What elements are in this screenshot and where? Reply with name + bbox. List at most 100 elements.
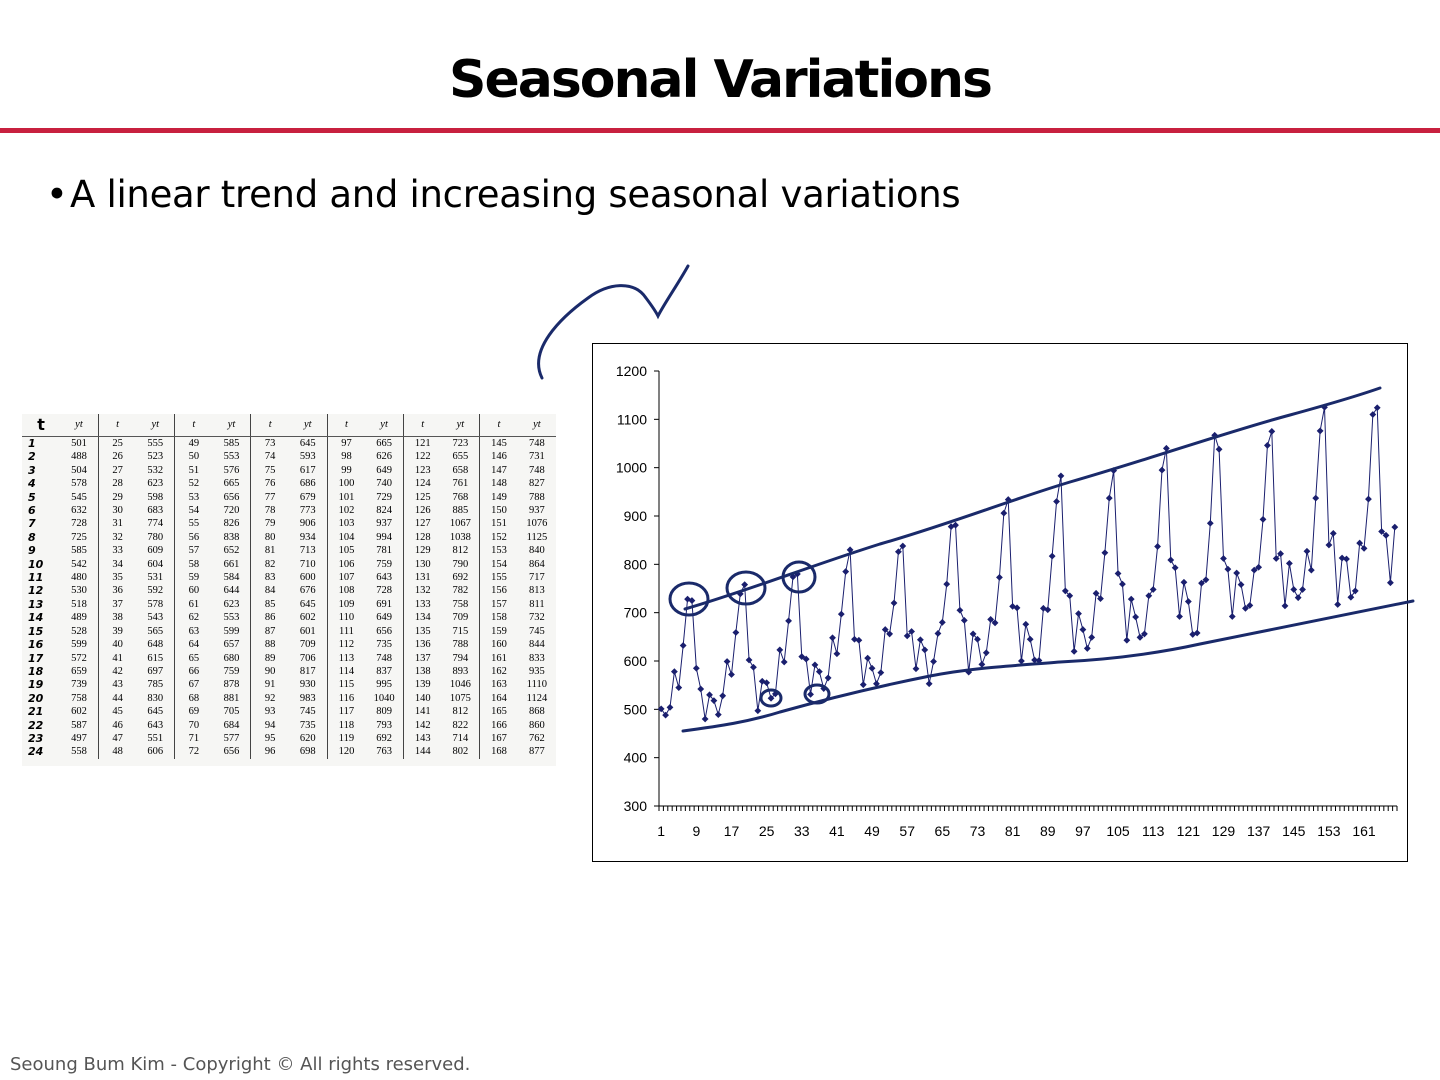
data-point	[842, 568, 850, 575]
table-cell: 725	[60, 530, 99, 545]
table-cell: 32	[112, 531, 123, 543]
table-cell: 77	[264, 491, 276, 503]
x-tick-label: 105	[1106, 823, 1130, 839]
table-cell: 868	[529, 706, 545, 718]
table-cell: 98	[341, 451, 352, 463]
data-point	[873, 680, 880, 688]
data-point	[956, 606, 964, 614]
col-header-t: t	[479, 414, 518, 437]
table-cell: 555	[136, 436, 176, 451]
data-point	[1000, 509, 1008, 517]
col-header-yt: yt	[136, 414, 176, 437]
table-cell: 27	[112, 464, 123, 476]
data-point	[736, 590, 744, 598]
table-cell: 748	[529, 464, 545, 476]
table-cell: 532	[136, 463, 176, 478]
table-cell: 26	[112, 451, 123, 463]
data-point	[750, 663, 757, 671]
x-tick-label: 89	[1040, 823, 1056, 839]
data-point	[982, 649, 990, 657]
y-tick-label: 300	[624, 798, 648, 814]
table-cell: 785	[136, 678, 176, 692]
bullet-point: •A linear trend and increasing seasonal …	[46, 172, 961, 218]
table-cell: 501	[60, 436, 99, 451]
table-cell: 154	[491, 558, 507, 570]
table-cell: 135	[414, 625, 431, 637]
table-cell: 10	[28, 557, 44, 571]
data-point	[1347, 593, 1355, 601]
col-header-yt: yt	[517, 414, 556, 437]
data-point	[1101, 549, 1109, 557]
data-point	[930, 658, 937, 665]
data-point	[921, 646, 929, 654]
table-cell: 15	[28, 624, 44, 638]
table-cell: 125	[414, 491, 431, 503]
table-cell: 813	[529, 585, 545, 597]
table-cell: 18	[28, 664, 44, 678]
table-cell: 714	[441, 731, 481, 746]
table-cell: 116	[338, 692, 355, 704]
table-cell: 983	[288, 691, 328, 706]
data-point	[1382, 531, 1390, 539]
data-point	[1294, 594, 1302, 602]
x-tick-label: 1	[657, 823, 665, 839]
table-row: 12 530 36 592 60 644 84 676 108 728 132 782 156 813	[22, 584, 556, 598]
table-cell: 76	[264, 478, 276, 490]
table-cell: 659	[60, 664, 99, 679]
col-header-t: t	[22, 414, 61, 437]
table-cell: 692	[365, 731, 404, 746]
table-cell: 60	[188, 585, 200, 597]
data-point	[890, 599, 898, 607]
table-row: 20 758 44 830 68 881 92 983 116 1040 140 1075 164 112…	[22, 691, 556, 706]
data-point	[807, 690, 814, 698]
data-point	[1083, 645, 1091, 652]
data-point	[1162, 444, 1170, 452]
table-cell: 489	[60, 611, 99, 625]
table-cell: 41	[112, 652, 123, 664]
table-cell: 158	[491, 612, 507, 624]
data-point	[916, 636, 924, 644]
table-cell: 587	[60, 718, 99, 732]
table-row: 16 599 40 648 64 657 88 709 112 735 136 788 160 844	[22, 638, 556, 652]
table-cell: 35	[112, 572, 123, 584]
data-point	[776, 646, 784, 654]
data-point	[1132, 613, 1140, 621]
data-point	[723, 658, 731, 665]
data-point	[1057, 472, 1065, 480]
slide-title: Seasonal Variations	[449, 50, 993, 110]
table-cell: 3	[28, 463, 36, 477]
table-row: 21 602 45 645 69 705 93 745 117 809 141 812 165 868	[22, 705, 556, 719]
data-point	[1119, 580, 1126, 588]
table-cell: 1075	[441, 691, 481, 706]
data-point	[1158, 466, 1166, 474]
table-cell: 649	[365, 611, 404, 625]
table-cell: 133	[414, 598, 431, 610]
table-cell: 82	[264, 558, 276, 570]
table-row: 5 545 29 598 53 656 77 679 101 729 125 768 149 788	[22, 490, 556, 505]
table-cell: 761	[441, 477, 481, 491]
table-cell: 163	[491, 679, 507, 691]
table-cell: 822	[441, 718, 481, 732]
data-point	[868, 664, 876, 672]
table-cell: 745	[288, 705, 328, 719]
data-point	[824, 674, 832, 682]
table-cell: 68	[188, 692, 200, 704]
data-point	[1211, 431, 1219, 439]
table-cell: 100	[338, 478, 355, 490]
data-point	[1048, 552, 1056, 560]
data-point	[925, 680, 933, 688]
table-cell: 558	[60, 745, 99, 759]
x-tick-label: 33	[794, 823, 810, 839]
table-cell: 36	[112, 585, 123, 597]
table-cell: 864	[529, 558, 545, 570]
x-tick-label: 9	[692, 823, 700, 839]
data-point	[1053, 498, 1060, 505]
table-cell: 504	[60, 463, 99, 478]
table-cell: 676	[288, 584, 328, 598]
table-cell: 844	[529, 639, 545, 651]
data-point	[670, 668, 678, 676]
data-point	[837, 610, 845, 618]
table-cell: 12	[28, 584, 44, 598]
table-cell: 8	[28, 530, 36, 544]
table-cell: 617	[288, 463, 328, 478]
